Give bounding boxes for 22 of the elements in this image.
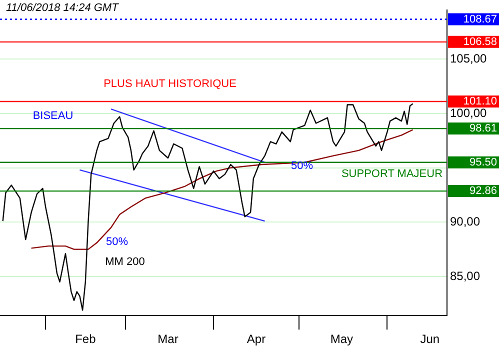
- annotation: BISEAU: [32, 110, 74, 122]
- ref-line-label: 95.50: [469, 156, 497, 168]
- annotation: MM 200: [105, 256, 145, 268]
- x-tick-label: Apr: [246, 332, 266, 346]
- x-tick-label: Mar: [158, 332, 178, 346]
- annotation: 11/06/2018 14:24 GMT: [6, 2, 120, 14]
- ref-line-label: 108.67: [463, 13, 497, 26]
- ref-line-label: 106.58: [463, 36, 497, 48]
- ref-line-label: 98.61: [469, 122, 497, 135]
- x-tick-label: May: [330, 332, 353, 346]
- y-tick-label: 100,00: [450, 106, 488, 120]
- ref-line-label: 92.86: [469, 185, 497, 198]
- ref-line-label: 101.10: [463, 96, 497, 108]
- annotation: PLUS HAUT HISTORIQUE: [104, 78, 236, 90]
- y-tick-label: 105,00: [450, 51, 488, 66]
- annotation: 50%: [290, 160, 314, 172]
- x-tick-label: Feb: [75, 332, 96, 346]
- annotation: SUPPORT MAJEUR: [341, 168, 443, 180]
- y-tick-label: 90,00: [450, 214, 480, 228]
- y-tick-label: 85,00: [450, 268, 480, 283]
- annotation: 50%: [106, 236, 128, 248]
- x-tick-label: Jun: [420, 332, 440, 346]
